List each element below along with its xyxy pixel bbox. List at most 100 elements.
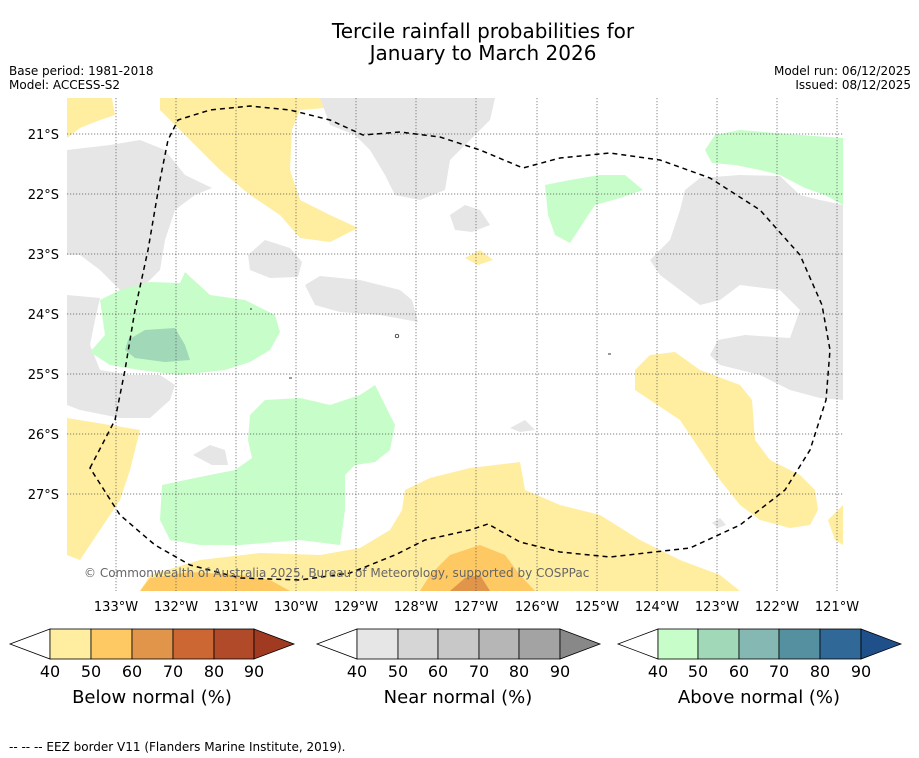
colorbar-below-normal: 40 50 60 70 80 90 Below normal (%) (8, 628, 296, 708)
lat-label: 25°S (28, 368, 59, 383)
model-run: Model run: 06/12/2025 (773, 64, 911, 78)
below-normal-60-region (450, 575, 490, 591)
lon-label: 125°W (575, 600, 619, 615)
colorbar-swatch (518, 628, 561, 660)
lon-label: 124°W (635, 600, 679, 615)
below-normal-50-region (420, 545, 535, 591)
colorbar-tick: 40 (347, 662, 367, 681)
near-normal-region-north (320, 98, 495, 200)
colorbar-tick: 90 (851, 662, 871, 681)
near-normal-region-center3 (450, 205, 490, 232)
lon-label: 131°W (214, 600, 258, 615)
colorbar-swatch (437, 628, 480, 660)
lon-label: 132°W (154, 600, 198, 615)
colorbar-tick: 70 (469, 662, 489, 681)
lon-label: 133°W (94, 600, 138, 615)
above-normal-region-far-east (705, 130, 843, 205)
near-normal-region-center2 (305, 276, 418, 322)
colorbar-tick: 80 (810, 662, 830, 681)
near-normal-region-small2 (510, 420, 535, 432)
eez-footnote: -- -- -- EEZ border V11 (Flanders Marine… (9, 740, 346, 754)
colorbar-tick: 50 (81, 662, 101, 681)
colorbar-swatch (172, 628, 215, 660)
colorbar-tick: 60 (122, 662, 142, 681)
colorbar-swatch (356, 628, 399, 660)
colorbar-title: Below normal (%) (72, 687, 232, 708)
colorbar-near-normal: 40 50 60 70 80 90 Near normal (%) (315, 628, 602, 708)
colorbar-high-arrow (860, 628, 903, 660)
title-line-2: January to March 2026 (369, 41, 597, 65)
colorbar-tick: 70 (769, 662, 789, 681)
colorbar-tick: 90 (244, 662, 264, 681)
colorbar-low-arrow (315, 628, 358, 660)
gridlines (67, 98, 843, 591)
lon-label: 128°W (394, 600, 438, 615)
colorbar-swatch (213, 628, 255, 660)
below-normal-region-east (635, 352, 818, 528)
below-normal-region-south (140, 462, 740, 591)
below-normal-50-region-sw (140, 572, 290, 591)
lat-label: 23°S (28, 248, 59, 263)
lon-label: 126°W (515, 600, 559, 615)
colorbar-tick: 70 (163, 662, 183, 681)
lat-label: 24°S (28, 308, 59, 323)
base-period: Base period: 1981-2018 (9, 64, 154, 78)
colorbar-swatch (738, 628, 780, 660)
colorbar-swatch (657, 628, 699, 660)
colorbar-low-arrow (616, 628, 659, 660)
island-marker (394, 333, 400, 339)
colorbar-title: Above normal (%) (678, 687, 840, 708)
lon-label: 122°W (755, 600, 799, 615)
colorbar-swatch (478, 628, 520, 660)
near-normal-region-small1 (193, 445, 228, 465)
colorbar-tick: 60 (729, 662, 749, 681)
meta-right: Model run: 06/12/2025 Issued: 08/12/2025 (774, 64, 911, 92)
colorbar-swatch (697, 628, 740, 660)
eez-border (89, 105, 831, 581)
above-normal-region-center (160, 385, 395, 545)
below-normal-region-north (160, 98, 370, 242)
near-normal-region-east (650, 175, 843, 400)
above-normal-region-north-east (545, 175, 643, 243)
lat-label: 21°S (28, 128, 59, 143)
below-normal-region-far-east (828, 505, 843, 545)
below-normal-region-small (465, 250, 493, 265)
colorbar-tick: 80 (204, 662, 224, 681)
issued-date: Issued: 08/12/2025 (795, 78, 911, 92)
colorbar-title: Near normal (%) (384, 687, 533, 708)
colorbar-swatch (49, 628, 92, 660)
title-line-1: Tercile rainfall probabilities for (331, 19, 635, 43)
model-name: Model: ACCESS-S2 (9, 78, 121, 92)
colorbar-tick: 90 (550, 662, 570, 681)
colorbar-high-arrow (253, 628, 296, 660)
lon-label: 129°W (334, 600, 378, 615)
colorbar-tick: 50 (688, 662, 708, 681)
colorbar-tick: 40 (40, 662, 60, 681)
lat-label: 26°S (28, 428, 59, 443)
near-normal-region-center1 (248, 240, 302, 278)
near-normal-region-small3 (712, 518, 726, 528)
map-title: Tercile rainfall probabilities for Janua… (0, 20, 919, 64)
copyright-notice: © Commonwealth of Australia 2025, Bureau… (84, 566, 589, 580)
colorbar-low-arrow (8, 628, 51, 660)
meta-left: Base period: 1981-2018 Model: ACCESS-S2 (9, 64, 154, 92)
probability-field: © Commonwealth of Australia 2025, Bureau… (67, 98, 843, 591)
lon-label: 127°W (454, 600, 498, 615)
near-normal-region-west2 (67, 295, 175, 418)
near-normal-region-west (67, 140, 212, 290)
above-normal-50-region (125, 328, 190, 362)
lon-label: 130°W (274, 600, 318, 615)
lat-label: 27°S (28, 488, 59, 503)
map-figure: © Commonwealth of Australia 2025, Bureau… (8, 98, 903, 708)
colorbar-swatch (778, 628, 821, 660)
colorbar-tick: 40 (648, 662, 668, 681)
below-normal-region-nw (67, 98, 115, 138)
colorbar-swatch (819, 628, 862, 660)
colorbar-tick: 60 (428, 662, 448, 681)
lat-label: 22°S (28, 188, 59, 203)
colorbar-high-arrow (559, 628, 602, 660)
colorbar-swatch (397, 628, 439, 660)
colorbar-above-normal: 40 50 60 70 80 90 Above normal (%) (616, 628, 903, 708)
colorbar-swatch (90, 628, 133, 660)
lon-label: 123°W (695, 600, 739, 615)
